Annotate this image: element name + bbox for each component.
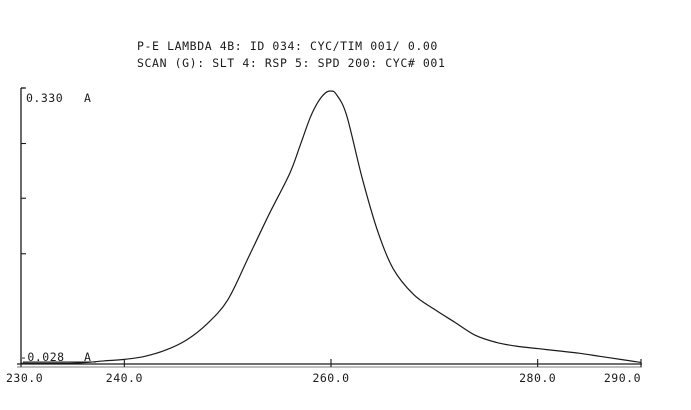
y-min-label: -0.028 bbox=[20, 350, 65, 364]
series-line-0 bbox=[20, 90, 642, 364]
y-min-unit: A bbox=[84, 350, 91, 364]
y-max-label: 0.330 bbox=[26, 91, 63, 105]
y-max-unit: A bbox=[84, 91, 91, 105]
header-line-2: SCAN (G): SLT 4: RSP 5: SPD 200: CYC# 00… bbox=[137, 56, 445, 70]
x-tick-label-0: 230.0 bbox=[6, 371, 43, 385]
axes bbox=[17, 87, 642, 368]
x-tick-label-3: 280.0 bbox=[519, 371, 556, 385]
x-tick-label-2: 260.0 bbox=[312, 371, 349, 385]
series-group bbox=[20, 90, 642, 364]
x-tick-label-1: 240.0 bbox=[106, 371, 143, 385]
header-line-1: P-E LAMBDA 4B: ID 034: CYC/TIM 001/ 0.00 bbox=[137, 39, 438, 53]
y-ticks bbox=[21, 87, 26, 255]
x-ticks: 230.0 240.0 260.0 280.0 290.0 bbox=[6, 359, 642, 385]
x-tick-label-4: 290.0 bbox=[604, 371, 641, 385]
